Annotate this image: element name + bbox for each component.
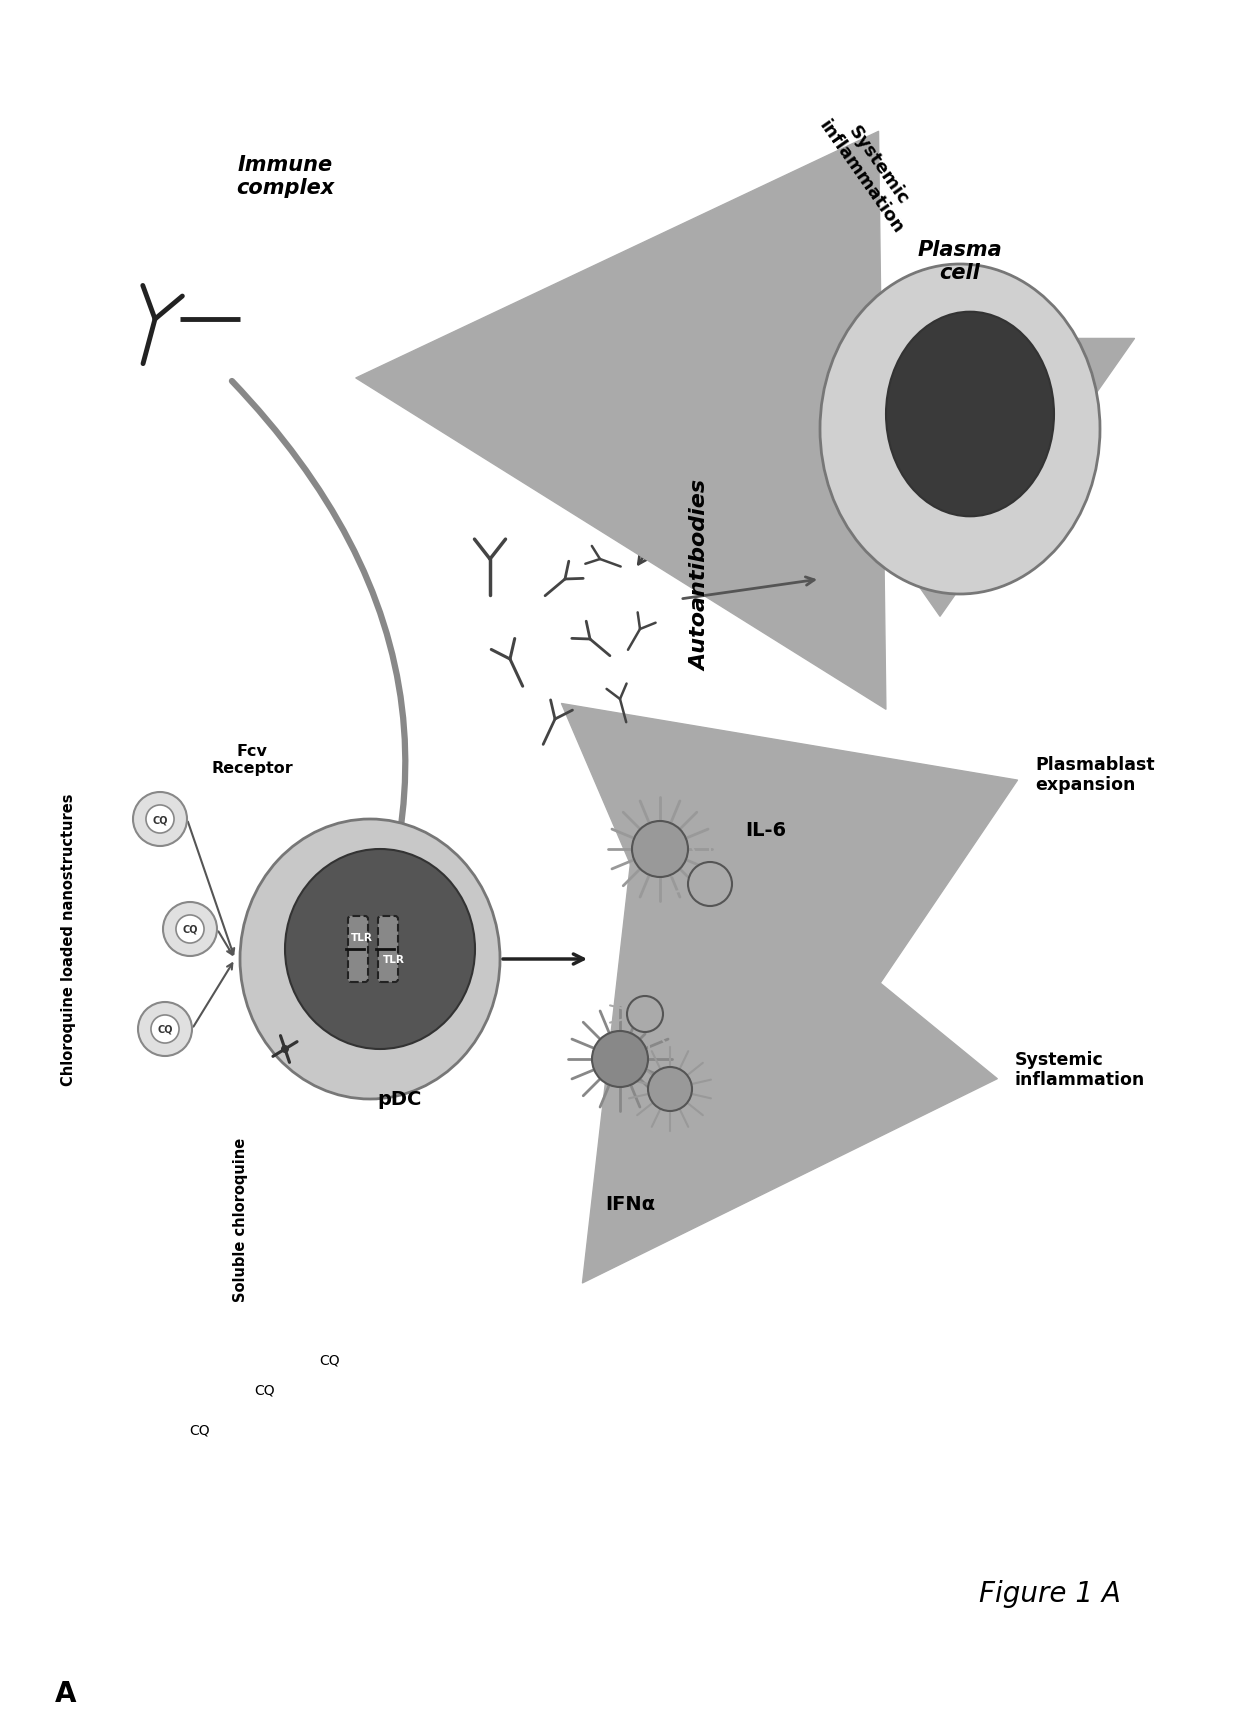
Text: IL-6: IL-6 <box>745 820 786 839</box>
Bar <box>801 830 818 879</box>
Circle shape <box>627 996 663 1032</box>
Ellipse shape <box>820 265 1100 594</box>
Text: Autoantibodies: Autoantibodies <box>689 479 711 670</box>
Text: CQ: CQ <box>320 1353 340 1366</box>
Text: A: A <box>55 1678 77 1707</box>
Circle shape <box>151 1015 179 1044</box>
Text: CQ: CQ <box>153 815 167 825</box>
Bar <box>786 846 835 863</box>
Text: Immune
complex: Immune complex <box>236 155 334 198</box>
Text: Soluble chloroquine: Soluble chloroquine <box>233 1137 248 1301</box>
Text: TLR: TLR <box>351 932 373 942</box>
Ellipse shape <box>241 820 500 1099</box>
Text: Fcv
Receptor: Fcv Receptor <box>211 743 293 775</box>
Text: TLR: TLR <box>383 955 405 965</box>
Circle shape <box>591 1032 649 1087</box>
Circle shape <box>649 1067 692 1111</box>
Text: Plasma
cell: Plasma cell <box>918 239 1002 283</box>
FancyBboxPatch shape <box>378 917 398 982</box>
Circle shape <box>162 903 217 956</box>
Text: Chloroquine loaded nanostructures: Chloroquine loaded nanostructures <box>61 793 76 1085</box>
Circle shape <box>281 1046 289 1053</box>
Text: Systemic
inflammation: Systemic inflammation <box>816 105 924 238</box>
FancyBboxPatch shape <box>348 917 368 982</box>
Text: Systemic
inflammation: Systemic inflammation <box>1016 1049 1146 1089</box>
Text: Figure 1 A: Figure 1 A <box>980 1578 1121 1608</box>
Bar <box>766 1051 813 1068</box>
Text: IFNα: IFNα <box>605 1194 655 1213</box>
Circle shape <box>133 793 187 846</box>
Circle shape <box>138 1003 192 1056</box>
Circle shape <box>146 805 174 834</box>
Ellipse shape <box>887 312 1054 517</box>
Bar <box>781 1036 799 1084</box>
Ellipse shape <box>285 849 475 1049</box>
Circle shape <box>688 863 732 906</box>
Circle shape <box>632 822 688 877</box>
Text: CQ: CQ <box>190 1421 211 1437</box>
Text: Plasmablast
expansion: Plasmablast expansion <box>1035 755 1154 794</box>
Text: CQ: CQ <box>182 925 197 934</box>
Text: CQ: CQ <box>157 1025 172 1034</box>
Text: pDC: pDC <box>378 1089 422 1108</box>
Circle shape <box>176 915 205 944</box>
Text: CQ: CQ <box>254 1382 275 1396</box>
